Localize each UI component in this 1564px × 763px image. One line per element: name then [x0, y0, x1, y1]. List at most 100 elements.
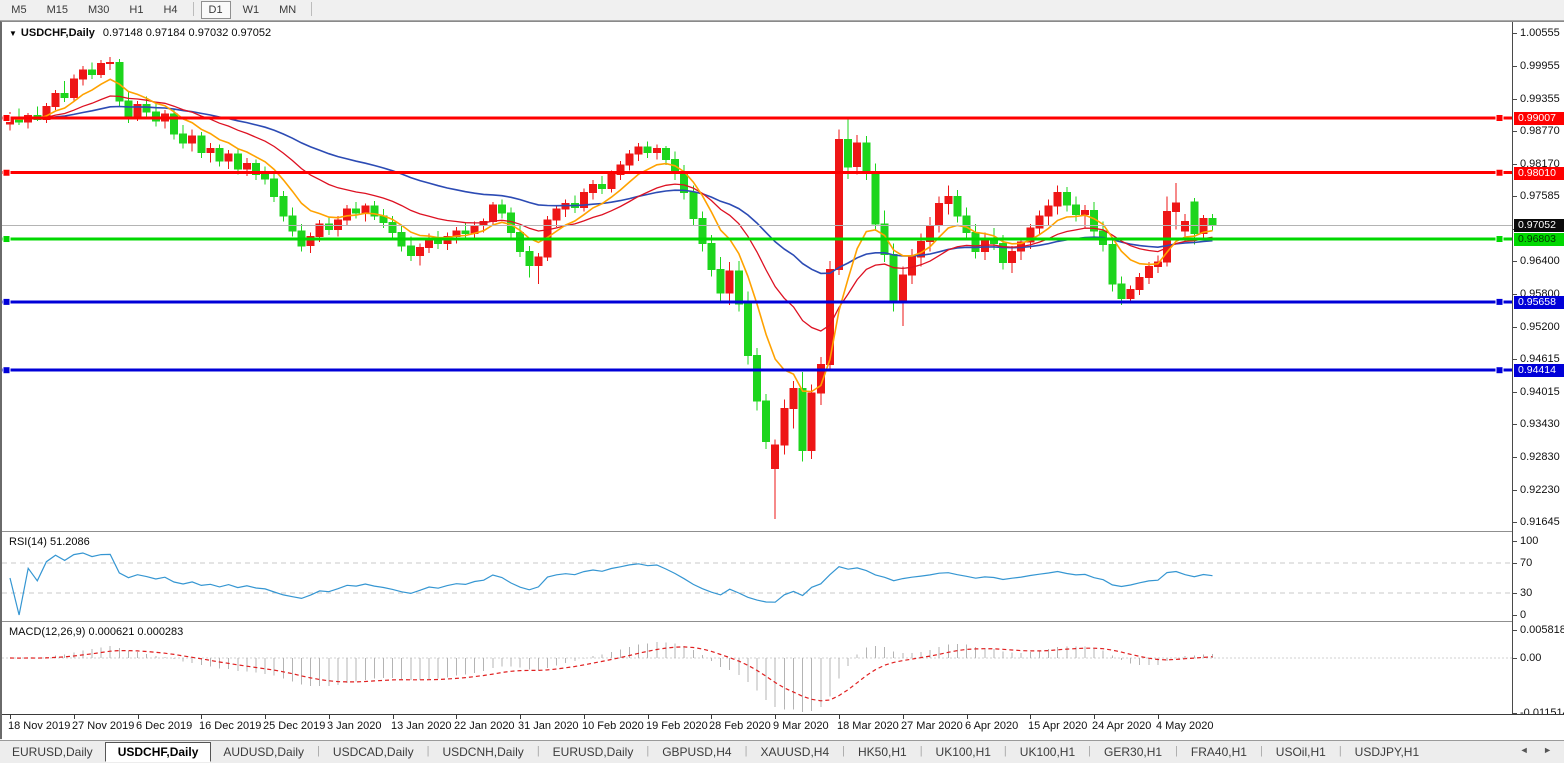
date-tick [10, 715, 11, 719]
chart-tab-USDCNH-Daily[interactable]: USDCNH,Daily [442, 745, 524, 759]
rsi-indicator-panel[interactable] [2, 533, 1512, 621]
chart-tab-EURUSD-Daily[interactable]: EURUSD,Daily [552, 745, 634, 759]
line-handle[interactable] [2, 168, 11, 177]
chart-tab-UK100-H1[interactable]: UK100,H1 [1019, 745, 1076, 759]
date-tick [393, 715, 394, 719]
date-axis-label: 28 Feb 2020 [709, 720, 771, 732]
line-handle[interactable] [2, 297, 11, 306]
price-level-line[interactable] [2, 366, 1512, 375]
chart-tab-FRA40-H1[interactable]: FRA40,H1 [1190, 745, 1247, 759]
chart-tab-USOil-H1[interactable]: USOil,H1 [1275, 745, 1326, 759]
line-handle[interactable] [1495, 235, 1504, 244]
price-level-badge: 0.96803 [1514, 233, 1564, 246]
candle-down [288, 207, 297, 237]
chart-tab-GBPUSD-H4[interactable]: GBPUSD,H4 [662, 745, 732, 759]
chart-tab-USDJPY-H1[interactable]: USDJPY,H1 [1354, 745, 1420, 759]
line-handle[interactable] [1495, 297, 1504, 306]
line-handle[interactable] [1495, 366, 1504, 375]
candle-down [598, 176, 607, 195]
timeframe-button-H4[interactable]: H4 [163, 4, 178, 16]
date-tick [967, 715, 968, 719]
line-handle[interactable] [1495, 168, 1504, 177]
candle-down [698, 211, 707, 252]
price-level-line[interactable] [2, 235, 1512, 244]
tab-divider: | [1338, 745, 1342, 757]
candle-body [151, 111, 160, 122]
axis-tick [1513, 615, 1517, 616]
candle-body [907, 256, 916, 276]
candle-down [707, 234, 716, 277]
price-level-line[interactable] [2, 168, 1512, 177]
chart-tab-UK100-H1[interactable]: UK100,H1 [935, 745, 991, 759]
chart-tab-EURUSD-Daily[interactable]: EURUSD,Daily [12, 745, 93, 759]
candle-down [60, 81, 69, 102]
candle-up [470, 221, 479, 239]
timeframe-button-M5[interactable]: M5 [11, 4, 27, 16]
line-handle[interactable] [2, 114, 11, 123]
candle-up [816, 357, 825, 405]
candle-body [242, 162, 251, 170]
date-axis-label: 18 Mar 2020 [837, 720, 899, 732]
panel-separator[interactable] [2, 621, 1564, 622]
candle-body [1163, 211, 1171, 263]
price-axis-label: 0.94015 [1520, 386, 1560, 398]
candle-body [999, 243, 1007, 263]
ohlc-low: 0.97032 [188, 27, 229, 39]
date-axis[interactable]: 18 Nov 2019 27 Nov 2019 6 Dec 2019 16 Dec 2… [2, 715, 1564, 740]
tab-scroll-left-icon[interactable]: ◄ [1519, 745, 1535, 755]
date-tick [329, 715, 330, 719]
chart-dropdown-icon[interactable]: ▼ [9, 29, 17, 38]
candle-down [88, 62, 96, 79]
chart-tab-USDCHF-Daily[interactable]: USDCHF,Daily [104, 742, 212, 762]
timeframe-button-MN[interactable]: MN [279, 4, 297, 16]
line-handle[interactable] [2, 366, 11, 375]
chart-tab-USDCAD-Daily[interactable]: USDCAD,Daily [332, 745, 414, 759]
timeframe-button-D1[interactable]: D1 [200, 1, 231, 19]
candle-body [917, 240, 925, 258]
candle-body [1208, 217, 1217, 226]
candle-up [42, 103, 51, 123]
price-axis-label: 0.96400 [1520, 255, 1560, 267]
chart-tab-XAUUSD-H4[interactable]: XAUUSD,H4 [760, 745, 830, 759]
price-level-line[interactable] [2, 297, 1512, 306]
chart-tab-AUDUSD-Daily[interactable]: AUDUSD,Daily [223, 745, 305, 759]
macd-indicator-panel[interactable] [2, 623, 1512, 714]
candle-down [999, 234, 1007, 270]
panel-separator[interactable] [2, 531, 1564, 532]
candle-body [625, 153, 634, 166]
axis-tick [1513, 490, 1517, 491]
candle-body [1062, 192, 1071, 206]
candle-body [807, 392, 816, 452]
line-handle[interactable] [2, 235, 11, 244]
rsi-line [9, 552, 1213, 616]
macd-axis-label: 0.005818 [1520, 624, 1564, 636]
price-axis[interactable]: 1.00555 0.99955 0.99355 0.98770 0.98170 0.975… [1512, 22, 1564, 719]
candle-up [725, 262, 734, 306]
chart-tab-GER30-H1[interactable]: GER30,H1 [1104, 745, 1163, 759]
timeframe-button-W1[interactable]: W1 [242, 4, 260, 16]
candle-up [853, 134, 862, 175]
candle-body [97, 63, 106, 75]
timeframe-toolbar: M1M5M15M30H1H4D1W1MN [0, 0, 1564, 21]
timeframe-button-M15[interactable]: M15 [46, 4, 68, 16]
axis-tick [1513, 294, 1517, 295]
chart-tab-HK50-H1[interactable]: HK50,H1 [857, 745, 907, 759]
timeframe-button-H1[interactable]: H1 [129, 4, 144, 16]
candle-body [1108, 244, 1117, 285]
date-tick [903, 715, 904, 719]
chart-area[interactable]: ▼ USDCHF,Daily 0.97148 0.97184 0.97032 0.9… [2, 22, 1512, 740]
date-tick [74, 715, 75, 719]
moving-average-20 [9, 95, 1213, 332]
axis-tick [1513, 658, 1517, 659]
candle-body [170, 113, 178, 135]
candle-up [306, 232, 315, 253]
line-handle[interactable] [1495, 114, 1504, 123]
macd-axis-label: 0.00 [1520, 652, 1542, 664]
tab-scroll-right-icon[interactable]: ► [1543, 745, 1558, 755]
price-level-line[interactable] [2, 114, 1512, 123]
timeframe-button-M30[interactable]: M30 [87, 4, 110, 16]
main-price-chart[interactable] [2, 22, 1512, 531]
axis-tick [1513, 593, 1517, 594]
date-tick [584, 715, 585, 719]
candle-down [406, 236, 415, 262]
